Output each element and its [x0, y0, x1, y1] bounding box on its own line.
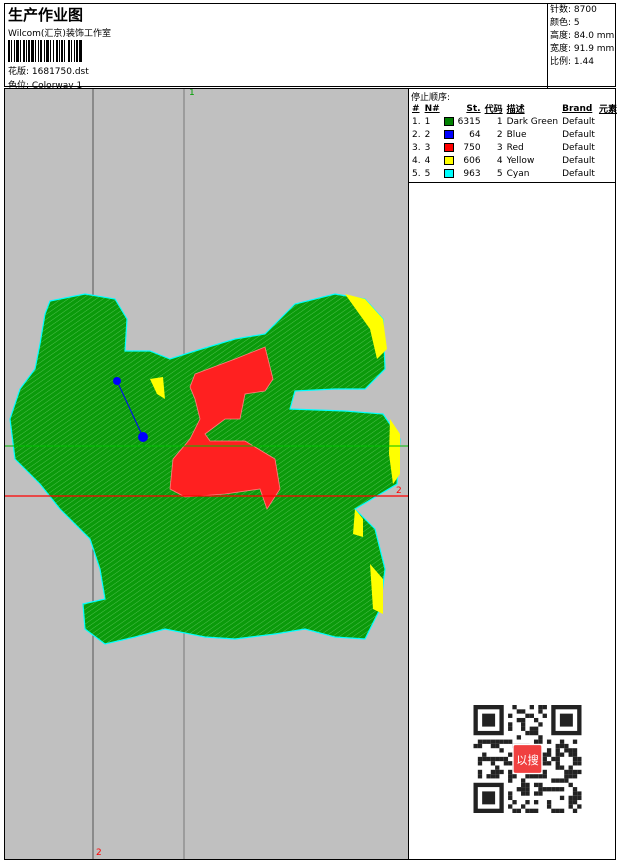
- svg-text:以搜: 以搜: [516, 753, 538, 767]
- stop-row: 3. 3 750 3 Red Default: [410, 141, 619, 154]
- yellow-fill-region: [353, 509, 363, 537]
- needle-number: 2: [424, 129, 431, 140]
- stitch-count: 针数: 8700: [550, 5, 597, 15]
- color-description: Yellow: [506, 155, 535, 166]
- row-index: 2.: [412, 129, 421, 140]
- design-width: 宽度: 91.9 mm: [550, 44, 615, 54]
- color-swatch: [443, 116, 454, 126]
- col-header: N#: [424, 103, 440, 114]
- color-code: 2: [496, 129, 503, 140]
- marker-bottom: 2: [96, 848, 102, 858]
- needle-number: 3: [424, 142, 431, 153]
- needle-number: 4: [424, 155, 431, 166]
- color-swatch: [443, 129, 454, 139]
- yellow-fill-region: [389, 419, 400, 484]
- color-swatch: [443, 168, 454, 178]
- color-code: 4: [496, 155, 503, 166]
- brand: Default: [562, 168, 595, 179]
- stop-sequence-title: 停止顺序:: [411, 93, 451, 103]
- col-header: 代码: [484, 105, 503, 115]
- design-scale: 比例: 1.44: [550, 57, 594, 67]
- stop-row: 2. 2 64 2 Blue Default: [410, 128, 619, 141]
- barcode: [8, 40, 123, 62]
- brand: Default: [562, 129, 595, 140]
- col-header: St.: [466, 103, 481, 114]
- color-description: Red: [506, 142, 524, 153]
- row-index: 3.: [412, 142, 421, 153]
- stitch-count: 963: [463, 168, 481, 179]
- company-name: Wilcom(汇京)装饰工作室: [8, 29, 111, 39]
- yellow-fill-region: [370, 564, 383, 614]
- col-header: 描述: [506, 105, 525, 115]
- needle-number: 1: [424, 116, 431, 127]
- embroidery-design: [5, 89, 408, 859]
- stitch-count: 750: [463, 142, 481, 153]
- qr-code: 以搜: [473, 705, 582, 813]
- blue-run-line: [116, 380, 144, 438]
- stitch-count: 6315: [457, 116, 481, 127]
- brand: Default: [562, 142, 595, 153]
- color-code: 5: [496, 168, 503, 179]
- color-swatch: [443, 155, 454, 165]
- stop-sequence-table: # N# St. 代码 描述 Brand 元素 1. 1 6315 1 Dark…: [410, 102, 619, 180]
- design-canvas: 1 2 2: [4, 88, 409, 860]
- stop-row: 1. 1 6315 1 Dark Green Default: [410, 115, 619, 128]
- color-description: Dark Green: [506, 116, 559, 127]
- row-index: 5.: [412, 168, 421, 179]
- color-description: Blue: [506, 129, 527, 140]
- stop-row: 5. 5 963 5 Cyan Default: [410, 167, 619, 180]
- color-code: 1: [496, 116, 503, 127]
- color-swatch: [443, 142, 454, 152]
- stop-row: 4. 4 606 4 Yellow Default: [410, 154, 619, 167]
- color-count: 颜色: 5: [550, 18, 580, 28]
- stop-sequence-panel: 停止顺序: # N# St. 代码 描述 Brand 元素 1. 1 6315 …: [409, 88, 619, 860]
- stats-panel: 针数: 8700 颜色: 5 高度: 84.0 mm 宽度: 91.9 mm 比…: [547, 4, 617, 88]
- design-height: 高度: 84.0 mm: [550, 31, 615, 41]
- brand: Default: [562, 116, 595, 127]
- row-index: 4.: [412, 155, 421, 166]
- col-header: 元素: [598, 105, 617, 115]
- marker-top: 1: [189, 88, 195, 98]
- marker-right: 2: [396, 486, 402, 496]
- color-code: 3: [496, 142, 503, 153]
- yellow-fill-region: [150, 377, 165, 399]
- divider: [409, 182, 616, 183]
- needle-number: 5: [424, 168, 431, 179]
- stitch-count: 606: [463, 155, 481, 166]
- color-description: Cyan: [506, 168, 530, 179]
- yellow-fill-region: [345, 294, 387, 359]
- design-file: 花版: 1681750.dst: [8, 67, 89, 77]
- row-index: 1.: [412, 116, 421, 127]
- col-header: Brand: [562, 103, 593, 114]
- stitch-count: 64: [469, 129, 481, 140]
- brand: Default: [562, 155, 595, 166]
- colorway: 色位: Colorway 1: [8, 81, 83, 91]
- col-header: #: [412, 103, 420, 114]
- page-title: 生产作业图: [8, 6, 84, 24]
- red-fill-region: [169, 346, 281, 510]
- header-panel: 生产作业图 Wilcom(汇京)装饰工作室 花版: 1681750.dst 色位…: [4, 3, 617, 91]
